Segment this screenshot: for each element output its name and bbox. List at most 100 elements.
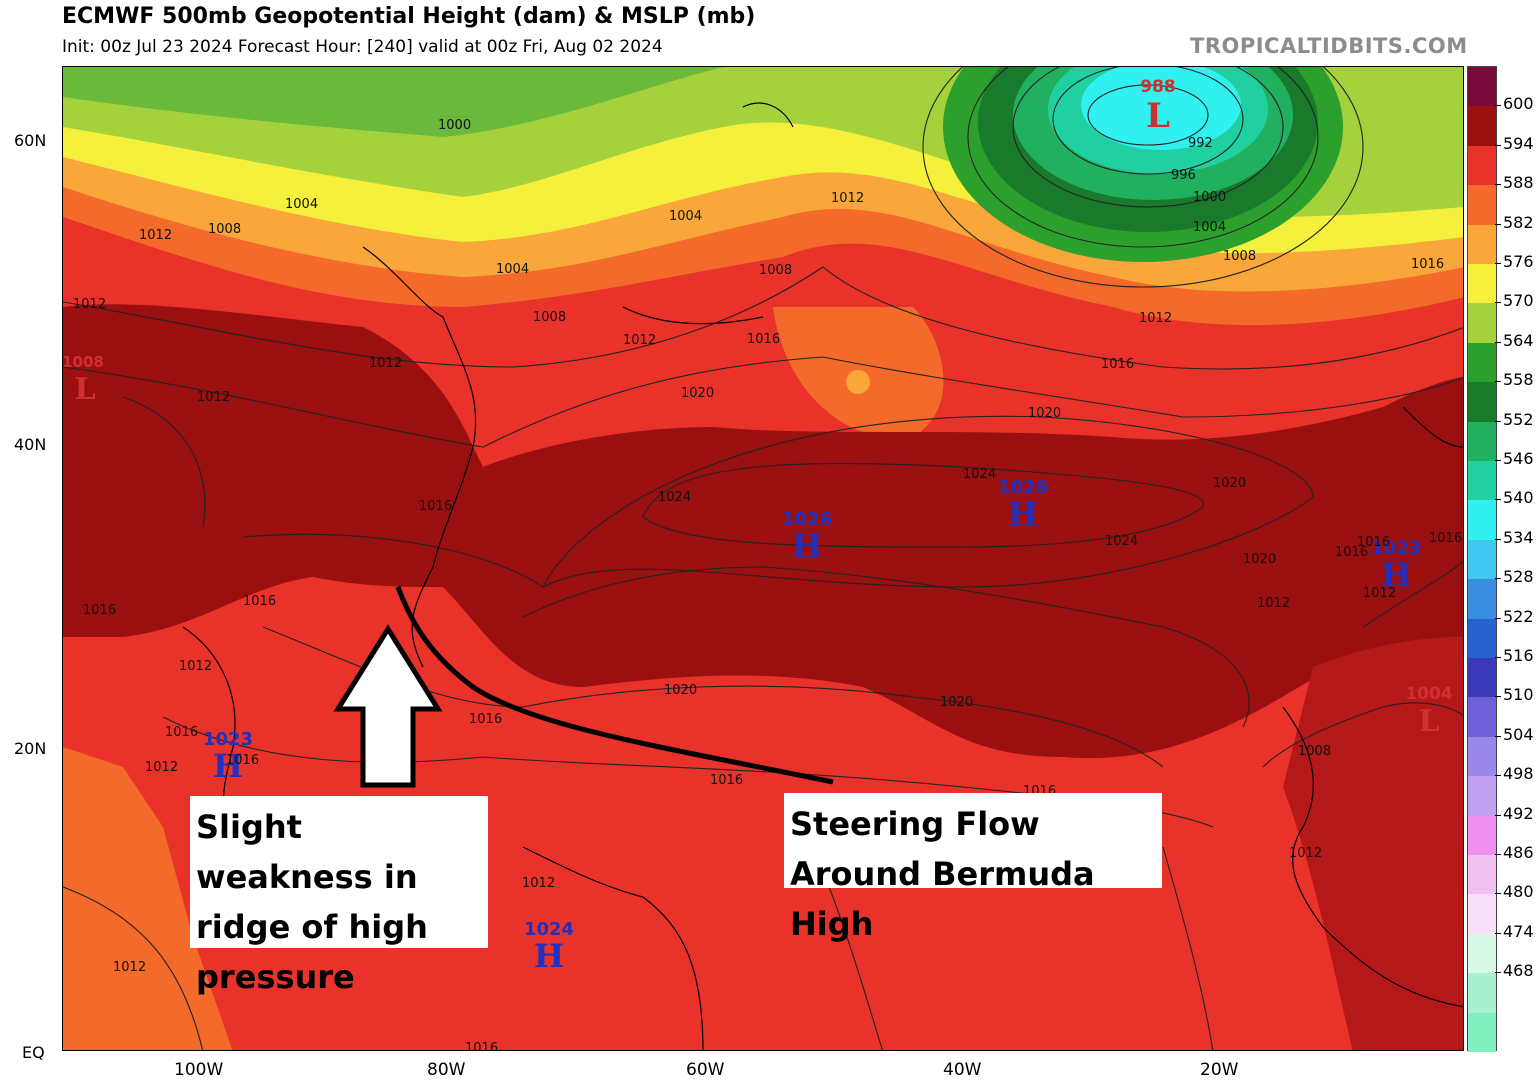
isobar-label: 1020 [1213,476,1246,491]
colorbar-tick [1495,420,1501,422]
colorbar-tick [1495,460,1501,461]
colorbar-swatch [1468,67,1496,107]
isobar-label: 1016 [226,753,259,768]
isobar-label: 1016 [165,725,198,740]
annotation-weakness: Slight weakness in ridge of high pressur… [190,796,488,996]
isobar-label: 996 [1171,168,1196,183]
height-field-594 [63,304,1463,759]
colorbar-swatch [1468,539,1496,580]
isobar-label: 1012 [139,228,172,243]
isobar-label: 1016 [465,1041,498,1051]
isobar-labels: 1000 1004 1012 1008 1004 1004 1008 1012 … [73,118,1462,1051]
colorbar-swatch [1468,736,1496,777]
isobar-label: 1008 [208,222,241,237]
colorbar-swatch [1468,1012,1496,1053]
isobar-label: 1016 [243,594,276,609]
colorbar-swatch [1468,776,1496,817]
colorbar-tick [1495,263,1501,264]
high-symbol-1023-east: H [1381,556,1411,594]
colorbar-tick [1495,538,1501,540]
colorbar-tick [1495,932,1501,934]
isobar-label: 1000 [1193,190,1226,205]
isobar-label: 1016 [1429,531,1462,546]
height-field-576-patch [846,370,870,394]
isobar-label: 1000 [438,118,471,133]
colorbar-swatch [1468,461,1496,501]
isobar-label: 1016 [1411,257,1444,272]
colorbar-label: 534 [1503,527,1534,547]
isobar-label: 1016 [83,603,116,618]
high-value-1024: 1024 [524,919,574,940]
isobar-label: 1024 [963,467,996,482]
weakness-arrow [333,624,443,788]
colorbar-label: 510 [1503,685,1534,705]
isobar-label: 1012 [369,356,402,371]
isobar-label: 1012 [623,333,656,348]
colorbar-tick [1495,499,1501,501]
isobar-label: 1016 [710,773,743,788]
colorbar-label: 570 [1503,291,1534,311]
colorbar-swatch [1468,224,1496,265]
isobar-label: 1012 [113,960,146,975]
height-field-558-west [63,67,723,137]
colorbar-tick [1495,578,1501,580]
colorbar-tick [1495,854,1501,855]
colorbar-swatch [1468,894,1496,935]
high-symbol-1024: H [534,937,564,975]
colorbar-label: 498 [1503,764,1534,784]
colorbar-tick [1495,341,1501,343]
isobar-label: 1020 [681,386,714,401]
colorbar-label: 552 [1503,409,1534,429]
colorbar-label: 576 [1503,252,1534,271]
colorbar-tick [1495,657,1501,658]
isobar-label: 1020 [1028,406,1061,421]
colorbar-swatch [1468,264,1496,304]
lon-label-100w: 100W [174,1060,224,1080]
lon-label-80w: 80W [427,1060,466,1080]
isobar-label: 1008 [759,263,792,278]
isobar-label: 1012 [522,876,555,891]
colorbar-swatch [1468,421,1496,462]
colorbar-label: 546 [1503,449,1534,468]
colorbar-swatch [1468,185,1496,226]
isobar-label: 1008 [1223,249,1256,264]
colorbar-tick [1495,814,1501,816]
colorbar-label: 594 [1503,133,1534,153]
colorbar-swatch [1468,342,1496,383]
colorbar-tick [1495,302,1501,304]
colorbar-swatch [1468,815,1496,856]
chart-subtitle: Init: 00z Jul 23 2024 Forecast Hour: [24… [62,37,663,57]
isobar-label: 1012 [1289,846,1322,861]
height-field-594-africa [1283,637,1463,1050]
colorbar-label: 516 [1503,646,1534,665]
isobar-label: 1004 [669,209,702,224]
isobar-label: 1008 [1298,744,1331,759]
colorbar-tick [1495,617,1501,619]
colorbar-label: 492 [1503,803,1534,823]
credit-watermark: TROPICALTIDBITS.COM [1190,34,1468,58]
isobar-label: 1012 [145,760,178,775]
colorbar-label: 480 [1503,882,1534,902]
high-value-1026-west: 1026 [782,509,832,530]
colorbar-swatch [1468,618,1496,659]
low-symbol-988: L [1146,96,1170,136]
isobar-label: 1016 [1101,357,1134,372]
colorbar-swatch [1468,973,1496,1014]
isobar-label: 1020 [1243,552,1276,567]
colorbar-label: 588 [1503,173,1534,193]
colorbar-tick [1495,105,1501,107]
colorbar-tick [1495,735,1501,737]
colorbar-label: 522 [1503,606,1534,626]
colorbar-label: 486 [1503,843,1534,862]
isobar-label: 1012 [1139,311,1172,326]
isobar-label: 1012 [197,390,230,405]
isobar-label: 1016 [747,332,780,347]
isobar-label: 1024 [658,490,691,505]
colorbar-label: 540 [1503,488,1534,508]
colorbar-swatch [1468,303,1496,344]
lon-label-20w: 20W [1200,1060,1239,1080]
isobar-label: 1016 [419,499,452,514]
high-value-1026-east: 1026 [998,477,1048,498]
isobar-label: 1016 [1335,545,1368,560]
low-value-1008: 1008 [63,353,104,371]
